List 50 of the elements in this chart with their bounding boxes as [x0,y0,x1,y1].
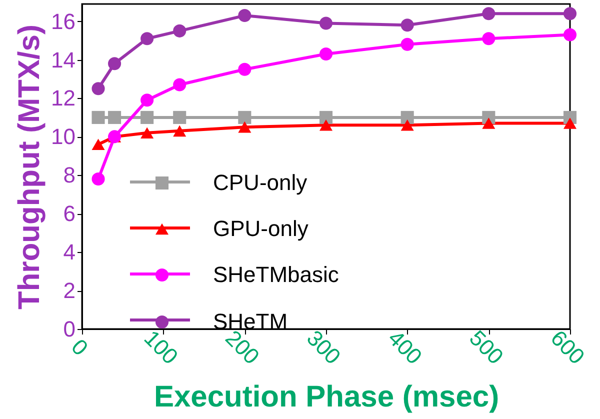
point [108,110,122,124]
x-tick-label: 100 [139,325,183,370]
point [400,110,414,124]
point [238,121,252,133]
y-tick-label: 4 [63,240,76,265]
point [563,28,577,42]
point [238,62,252,76]
point [563,7,577,20]
legend-label: CPU-only [213,170,308,195]
y-tick-label: 16 [51,8,76,34]
x-tick-label: 600 [546,325,590,370]
point [173,78,186,92]
point [482,32,496,46]
point [92,172,105,186]
point [92,82,105,96]
point [238,9,252,22]
point [108,57,122,70]
legend-label: GPU-only [213,216,308,241]
point [563,118,577,129]
point [173,24,186,38]
point [319,120,333,131]
x-tick-label: 500 [464,325,508,370]
y-tick-label: 2 [63,278,76,304]
y-tick-label: 12 [51,86,76,111]
point [400,38,414,51]
point [173,110,186,124]
point [173,125,186,137]
y-tick-label: 8 [63,162,76,188]
point [140,110,154,124]
y-axis-title: Throughput (MTX/s) [13,24,46,310]
point [140,127,154,138]
point [238,110,252,124]
point [92,110,105,124]
x-tick-label: 300 [302,325,346,370]
y-tick-label: 10 [51,124,76,150]
point [319,110,333,124]
point [400,18,414,32]
point [140,94,154,107]
point [400,120,414,131]
point [482,118,496,129]
legend-label: SHeTMbasic [213,262,339,287]
x-axis-title: Execution Phase (msec) [154,380,500,414]
point [140,32,154,46]
x-tick-label: 400 [383,325,427,370]
y-tick-label: 14 [51,47,76,72]
point [92,138,105,150]
point [319,16,333,30]
y-tick-label: 6 [63,201,76,226]
point [319,47,333,61]
point [482,7,496,20]
